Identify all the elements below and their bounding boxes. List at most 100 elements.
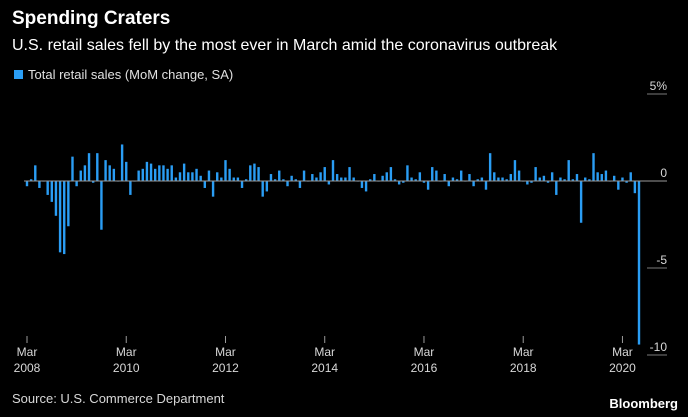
bar bbox=[468, 174, 471, 181]
bar bbox=[38, 181, 41, 188]
bar bbox=[621, 177, 624, 181]
bar bbox=[178, 172, 182, 181]
bar bbox=[422, 181, 426, 183]
bar bbox=[294, 179, 297, 181]
bar bbox=[509, 174, 513, 181]
source-note: Source: U.S. Commerce Department bbox=[12, 391, 225, 406]
bar bbox=[431, 167, 434, 181]
bar bbox=[381, 175, 384, 181]
bar bbox=[170, 165, 173, 181]
bar bbox=[563, 179, 566, 181]
bar bbox=[600, 174, 603, 181]
bar bbox=[451, 177, 455, 181]
bar bbox=[182, 163, 186, 181]
bar bbox=[637, 181, 641, 345]
x-tick-year-label: 2020 bbox=[609, 361, 636, 375]
bar bbox=[100, 181, 103, 230]
bar bbox=[435, 170, 438, 181]
bar bbox=[269, 174, 273, 181]
bar bbox=[199, 175, 202, 181]
bar bbox=[195, 168, 198, 181]
bar bbox=[67, 181, 70, 227]
bar bbox=[571, 179, 575, 181]
bar bbox=[534, 167, 537, 181]
bar bbox=[633, 181, 637, 194]
bar bbox=[364, 181, 368, 192]
x-tick-year-label: 2014 bbox=[311, 361, 338, 375]
bar bbox=[104, 160, 107, 181]
bar bbox=[550, 172, 554, 181]
bar bbox=[120, 144, 124, 181]
chart-title: Spending Craters bbox=[12, 8, 171, 29]
bar bbox=[559, 177, 562, 181]
bar bbox=[244, 179, 248, 181]
bar bbox=[216, 172, 219, 181]
bar bbox=[220, 177, 223, 181]
bar bbox=[319, 172, 322, 181]
bar bbox=[414, 179, 417, 181]
bar bbox=[145, 161, 149, 181]
bar bbox=[207, 170, 211, 181]
bar bbox=[298, 181, 302, 188]
bar bbox=[323, 167, 326, 181]
bar bbox=[373, 174, 376, 181]
bar bbox=[153, 168, 157, 181]
bar bbox=[410, 177, 413, 181]
bar bbox=[488, 153, 492, 181]
bar bbox=[331, 160, 335, 181]
bar-series bbox=[25, 144, 641, 345]
bar bbox=[369, 179, 372, 181]
bar bbox=[162, 165, 165, 181]
bar bbox=[265, 181, 269, 192]
x-tick-month-label: Mar bbox=[17, 345, 38, 359]
x-tick-month-label: Mar bbox=[314, 345, 335, 359]
x-tick-year-label: 2016 bbox=[411, 361, 438, 375]
x-tick-year-label: 2012 bbox=[212, 361, 239, 375]
bar bbox=[249, 165, 252, 181]
bar bbox=[406, 165, 409, 181]
bar bbox=[302, 170, 306, 181]
bar bbox=[112, 168, 116, 181]
bar bbox=[426, 181, 430, 190]
bar bbox=[125, 161, 128, 181]
bar bbox=[360, 181, 364, 188]
bar bbox=[538, 177, 541, 181]
bar bbox=[211, 181, 215, 197]
bar bbox=[273, 179, 277, 181]
bar bbox=[137, 170, 140, 181]
bar bbox=[327, 181, 331, 185]
bar bbox=[530, 181, 533, 183]
y-tick-label: 5% bbox=[650, 79, 668, 93]
bar bbox=[604, 170, 608, 181]
bar bbox=[588, 179, 591, 181]
bar bbox=[240, 181, 244, 188]
bar bbox=[397, 181, 401, 185]
bar bbox=[91, 181, 95, 183]
bar bbox=[555, 181, 558, 195]
bar bbox=[517, 170, 521, 181]
bar bbox=[513, 160, 517, 181]
bar bbox=[472, 181, 475, 187]
bar bbox=[501, 177, 504, 181]
bar bbox=[129, 181, 132, 195]
bar bbox=[71, 156, 74, 181]
bar bbox=[592, 153, 595, 181]
bar bbox=[228, 168, 231, 181]
chart-legend: Total retail sales (MoM change, SA) bbox=[14, 67, 233, 82]
bar bbox=[108, 165, 111, 181]
bloomberg-logo: Bloomberg bbox=[609, 396, 678, 411]
bar bbox=[224, 160, 227, 181]
x-tick-month-label: Mar bbox=[116, 345, 137, 359]
bar bbox=[158, 165, 161, 181]
bar bbox=[505, 179, 508, 181]
bar bbox=[476, 179, 479, 181]
bar bbox=[79, 170, 82, 181]
bar bbox=[418, 172, 422, 181]
chart-subtitle: U.S. retail sales fell by the most ever … bbox=[12, 37, 558, 54]
bar bbox=[149, 163, 153, 181]
bar bbox=[612, 175, 616, 181]
bar bbox=[63, 181, 66, 255]
bar bbox=[542, 175, 546, 181]
bar bbox=[54, 181, 58, 216]
bar bbox=[87, 153, 91, 181]
